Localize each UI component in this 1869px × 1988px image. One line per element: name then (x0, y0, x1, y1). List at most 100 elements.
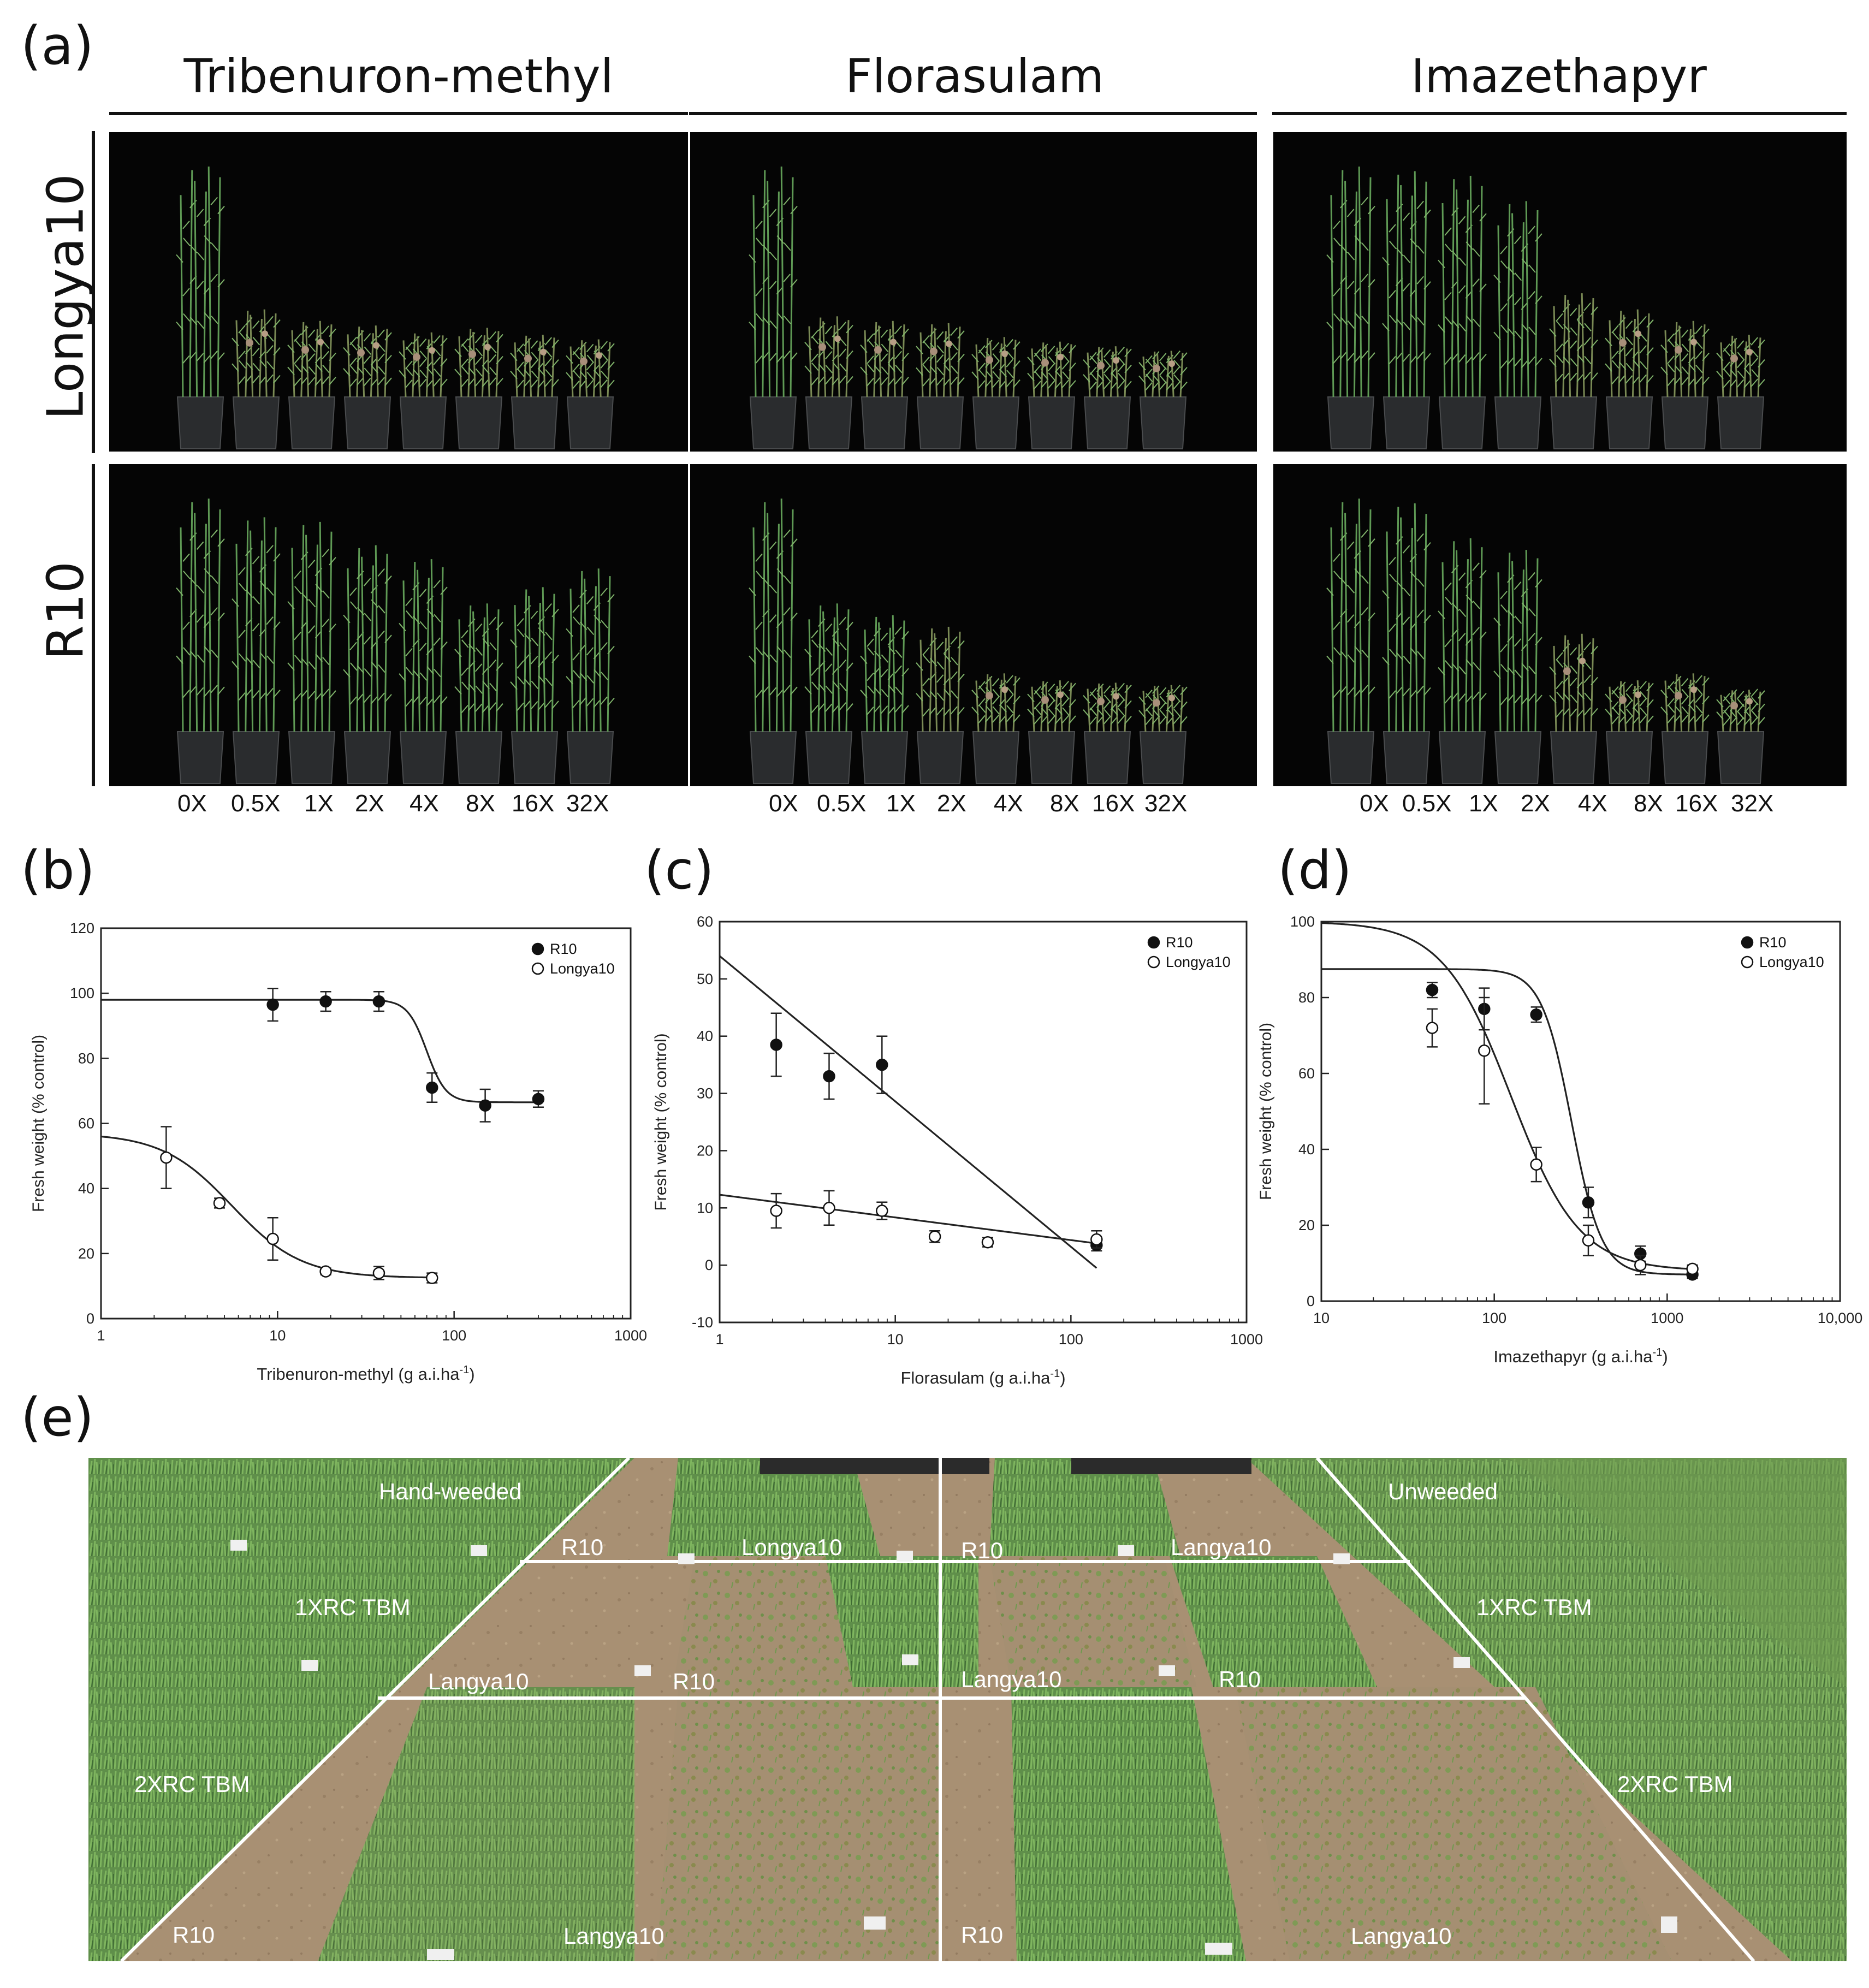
y-tick-label: 50 (697, 971, 713, 987)
plant-pot (1493, 550, 1542, 784)
fit-curve-longya10 (1321, 922, 1693, 1270)
x-axis-label: Florasulam (g a.i.ha-1) (900, 1368, 1065, 1387)
plant-pot (1083, 683, 1132, 784)
plant-pot (1605, 309, 1654, 449)
y-tick-label: 80 (78, 1050, 94, 1066)
dose-label: 2X (355, 790, 384, 817)
data-point-longya10 (1090, 1230, 1103, 1249)
y-tick-label: 60 (78, 1115, 94, 1132)
y-axis-label: Fresh weight (% control) (652, 1033, 670, 1210)
column-header-florasulam: Florasulam (845, 49, 1104, 104)
legend-marker (1741, 956, 1754, 969)
data-point-longya10 (770, 1192, 782, 1229)
column-header-imazethapyr: Imazethapyr (1411, 49, 1707, 104)
y-tick-label: 0 (1307, 1293, 1315, 1309)
chart-c-florasulam: -10 0 10 20 30 40 50 60 1 10 100 1000 Florasulam (g … (652, 913, 1263, 1387)
dose-label: 8X (1634, 790, 1663, 817)
plant-photo-panel (1273, 132, 1847, 452)
data-point-longya10 (1686, 1262, 1699, 1275)
fit-curve-r10 (101, 999, 538, 1103)
plant-pot (1549, 293, 1598, 449)
plot-frame (100, 927, 632, 1320)
plant-pot (1326, 499, 1375, 784)
dose-label: 4X (1578, 790, 1607, 817)
data-point-r10 (426, 1072, 438, 1103)
y-tick-label: -10 (692, 1314, 713, 1331)
x-tick-label: 1000 (1651, 1310, 1683, 1326)
dose-label: 0.5X (817, 790, 867, 817)
data-point-r10 (1530, 1006, 1542, 1023)
y-tick-label: 0 (705, 1257, 713, 1273)
plant-pot (860, 615, 909, 784)
plant-pot (1083, 346, 1132, 449)
data-point-r10 (770, 1012, 782, 1077)
row-label-r10: R10 (36, 561, 95, 660)
field-label: Langya10 (563, 1923, 664, 1949)
plant-pot (566, 568, 615, 784)
row-rule-1 (92, 131, 95, 453)
y-axis-label: Fresh weight (% control) (29, 1035, 48, 1212)
plant-pot (1660, 321, 1710, 449)
data-point-longya10 (823, 1190, 835, 1226)
plant-pot (510, 587, 559, 784)
dose-label: 4X (994, 790, 1023, 817)
plant-pot (1716, 689, 1765, 784)
plant-pot (749, 167, 798, 449)
x-tick-label: 10,000 (1818, 1310, 1863, 1326)
field-label: R10 (961, 1538, 1004, 1563)
data-point-longya10 (981, 1236, 994, 1249)
plant-pot (916, 323, 965, 449)
x-tick-label: 1000 (614, 1327, 647, 1344)
x-tick-label: 1 (715, 1331, 723, 1348)
x-tick-label: 100 (1059, 1331, 1083, 1348)
plant-pot (804, 316, 853, 449)
field-label: 1XRC TBM (1476, 1594, 1592, 1620)
row-rule-2 (92, 464, 95, 786)
plant-photo-panel (109, 464, 688, 786)
fit-curve-longya10 (100, 1135, 432, 1279)
dose-label: 32X (1731, 790, 1774, 817)
y-tick-label: 10 (697, 1200, 713, 1216)
plant-pot (287, 321, 336, 449)
dose-label: 1X (886, 790, 916, 817)
panel-a-label: (a) (21, 15, 94, 76)
x-tick-label: 1000 (1230, 1331, 1263, 1348)
plot-frame (719, 921, 1248, 1324)
legend-label: Longya10 (550, 960, 615, 977)
plant-pot (1382, 503, 1431, 784)
data-point-longya10 (1478, 996, 1491, 1105)
y-tick-label: 20 (78, 1245, 94, 1262)
dose-label: 1X (1469, 790, 1498, 817)
field-label: Longya10 (741, 1534, 842, 1560)
data-point-longya10 (160, 1126, 173, 1189)
y-tick-label: 100 (70, 985, 94, 1001)
y-tick-label: 30 (697, 1085, 713, 1102)
plant-pot (1138, 685, 1188, 784)
data-point-longya10 (928, 1230, 941, 1243)
plant-pot (399, 332, 448, 449)
data-point-longya10 (1634, 1255, 1647, 1275)
data-point-longya10 (876, 1201, 888, 1220)
data-point-r10 (532, 1090, 545, 1108)
y-tick-label: 20 (697, 1142, 713, 1159)
data-point-longya10 (213, 1197, 226, 1209)
y-tick-label: 20 (1298, 1217, 1315, 1233)
x-tick-label: 10 (887, 1331, 904, 1348)
plant-pot (1027, 680, 1076, 784)
field-label: 2XRC TBM (1617, 1771, 1733, 1797)
panel-d-label: (d) (1278, 840, 1352, 901)
plant-pot (1382, 171, 1431, 449)
data-point-r10 (1582, 1186, 1595, 1219)
x-tick-label: 100 (442, 1327, 466, 1344)
data-point-r10 (823, 1052, 835, 1100)
dose-label: 16X (1675, 790, 1718, 817)
x-tick-label: 10 (269, 1327, 286, 1344)
data-point-r10 (266, 987, 279, 1022)
legend-marker (531, 942, 544, 956)
y-tick-label: 60 (1298, 1065, 1315, 1082)
plant-pot (1605, 680, 1654, 784)
field-label: R10 (561, 1534, 604, 1560)
field-label: Langya10 (961, 1666, 1062, 1692)
field-photo: Hand-weeded Unweeded R10 Longya10 R10 La… (88, 1458, 1847, 1961)
